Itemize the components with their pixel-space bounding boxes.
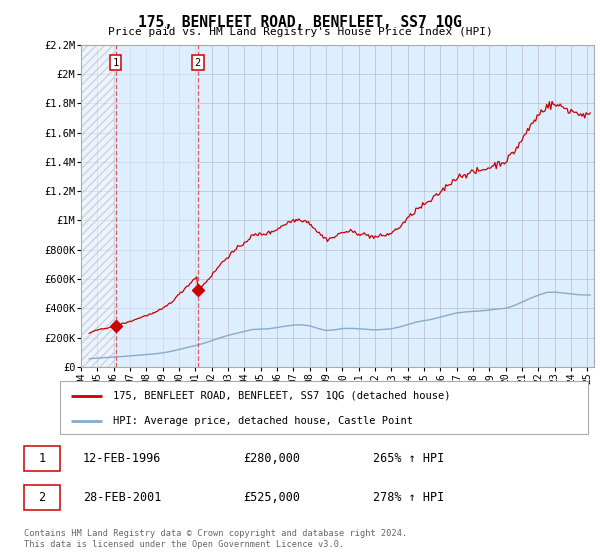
Text: 12-FEB-1996: 12-FEB-1996: [83, 452, 161, 465]
Text: 2: 2: [38, 491, 46, 504]
Text: Contains HM Land Registry data © Crown copyright and database right 2024.
This d: Contains HM Land Registry data © Crown c…: [24, 529, 407, 549]
Text: £525,000: £525,000: [244, 491, 301, 504]
Text: 28-FEB-2001: 28-FEB-2001: [83, 491, 161, 504]
Bar: [113, 45, 198, 367]
FancyBboxPatch shape: [23, 486, 60, 510]
Text: 1: 1: [38, 452, 46, 465]
Text: 175, BENFLEET ROAD, BENFLEET, SS7 1QG (detached house): 175, BENFLEET ROAD, BENFLEET, SS7 1QG (d…: [113, 391, 450, 401]
Bar: [81, 45, 113, 367]
FancyBboxPatch shape: [23, 446, 60, 471]
Text: 175, BENFLEET ROAD, BENFLEET, SS7 1QG: 175, BENFLEET ROAD, BENFLEET, SS7 1QG: [138, 15, 462, 30]
FancyBboxPatch shape: [60, 381, 588, 434]
Text: Price paid vs. HM Land Registry's House Price Index (HPI): Price paid vs. HM Land Registry's House …: [107, 27, 493, 37]
Text: 1: 1: [113, 58, 119, 68]
Text: £280,000: £280,000: [244, 452, 301, 465]
Text: HPI: Average price, detached house, Castle Point: HPI: Average price, detached house, Cast…: [113, 416, 413, 426]
Text: 278% ↑ HPI: 278% ↑ HPI: [373, 491, 445, 504]
Text: 265% ↑ HPI: 265% ↑ HPI: [373, 452, 445, 465]
Text: 2: 2: [194, 58, 201, 68]
